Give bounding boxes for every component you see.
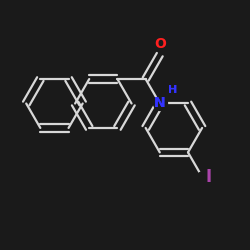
Text: I: I bbox=[206, 168, 212, 186]
Text: O: O bbox=[154, 36, 166, 51]
Text: H: H bbox=[168, 86, 177, 96]
Text: N: N bbox=[154, 96, 166, 110]
Text: N: N bbox=[154, 96, 166, 110]
Text: H: H bbox=[168, 86, 177, 96]
